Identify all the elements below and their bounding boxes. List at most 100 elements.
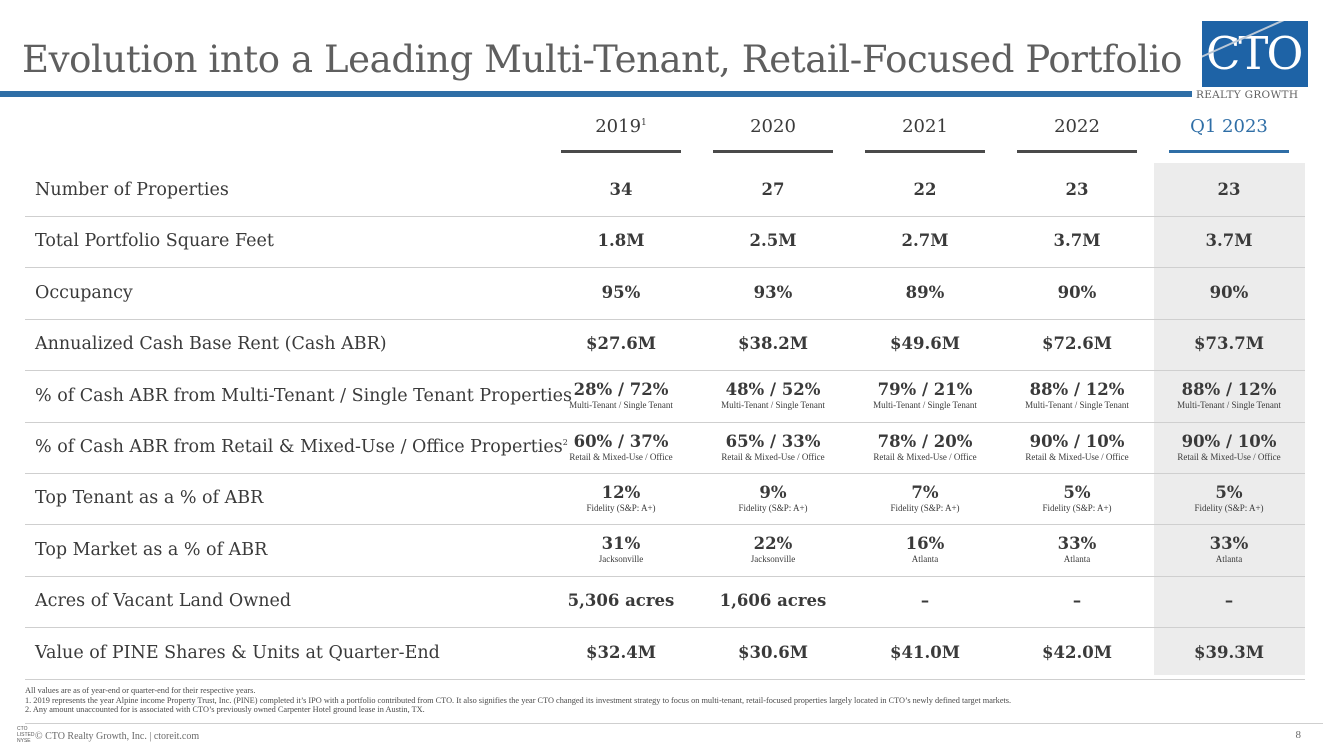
column-header-label: Q1 2023: [1190, 116, 1268, 137]
table-cell: $49.6M: [850, 318, 1000, 370]
table-cell: 7% Fidelity (S&P: A+): [850, 472, 1000, 524]
cell-subtext: Retail & Mixed-Use / Office: [569, 451, 673, 462]
table-cell: $39.3M: [1154, 627, 1304, 679]
table-cell: $38.2M: [698, 318, 848, 370]
table-cell: 93%: [698, 267, 848, 319]
cell-value: 5,306 acres: [567, 591, 675, 611]
table-row: Occupancy 95% 93% 89% 90% 90%: [25, 267, 1305, 320]
row-label: % of Cash ABR from Multi-Tenant / Single…: [35, 370, 572, 422]
cell-value: 90% / 10%: [1029, 431, 1125, 451]
footer-copyright: © CTO Realty Growth, Inc. | ctoreit.com: [35, 731, 200, 742]
table-cell: –: [1002, 575, 1152, 627]
cell-value: $32.4M: [586, 642, 656, 662]
table-cell: 3.7M: [1154, 215, 1304, 267]
cell-value: 12%: [601, 482, 641, 502]
table-cell: 2.7M: [850, 215, 1000, 267]
table-row: Acres of Vacant Land Owned 5,306 acres 1,6…: [25, 575, 1305, 629]
logo-box: CTO: [1202, 21, 1308, 87]
cell-value: $42.0M: [1042, 642, 1112, 662]
column-header-underline: [865, 150, 985, 153]
cell-subtext: Multi-Tenant / Single Tenant: [569, 400, 673, 411]
table-row: Annualized Cash Base Rent (Cash ABR) $27.…: [25, 318, 1305, 372]
row-label-text: Top Market as a % of ABR: [35, 539, 268, 560]
cell-value: 95%: [601, 282, 641, 302]
cell-value: $73.7M: [1194, 334, 1264, 354]
row-label: Value of PINE Shares & Units at Quarter-…: [35, 627, 440, 679]
row-label: Total Portfolio Square Feet: [35, 215, 274, 267]
row-label-text: Value of PINE Shares & Units at Quarter-…: [35, 642, 440, 663]
cell-value: 90%: [1209, 282, 1249, 302]
table-cell: 89%: [850, 267, 1000, 319]
current-period-highlight: [1154, 163, 1305, 675]
table-cell: 22: [850, 164, 1000, 216]
table-cell: 1.8M: [546, 215, 696, 267]
table-cell: $73.7M: [1154, 318, 1304, 370]
column-header-label: 2020: [750, 116, 796, 137]
cell-subtext: Retail & Mixed-Use / Office: [873, 451, 977, 462]
table-row: % of Cash ABR from Multi-Tenant / Single…: [25, 370, 1305, 423]
cell-subtext: Retail & Mixed-Use / Office: [1177, 451, 1281, 462]
cell-value: 22: [913, 180, 937, 199]
table-cell: $27.6M: [546, 318, 696, 370]
cell-value: 2.5M: [749, 231, 797, 251]
row-label: Annualized Cash Base Rent (Cash ABR): [35, 318, 387, 370]
cell-value: 5%: [1063, 482, 1091, 502]
row-label-text: % of Cash ABR from Multi-Tenant / Single…: [35, 385, 572, 406]
cell-subtext: Fidelity (S&P: A+): [586, 502, 656, 513]
cell-subtext: Multi-Tenant / Single Tenant: [1025, 400, 1129, 411]
table-cell: $41.0M: [850, 627, 1000, 679]
cell-subtext: Fidelity (S&P: A+): [738, 502, 808, 513]
column-header: Q1 2023: [1169, 116, 1289, 137]
cell-value: $27.6M: [586, 334, 656, 354]
cell-subtext: Atlanta: [1215, 554, 1243, 565]
title-underline: [0, 91, 1192, 97]
cell-value: 23: [1217, 180, 1241, 199]
cell-value: 78% / 20%: [877, 431, 973, 451]
table-cell: 79% / 21% Multi-Tenant / Single Tenant: [850, 370, 1000, 422]
cell-value: 79% / 21%: [877, 380, 973, 400]
cell-value: 9%: [759, 482, 787, 502]
footer-logo-line: LISTED: [17, 732, 35, 738]
table-cell: 31% Jacksonville: [546, 524, 696, 576]
logo-mark: CTO: [1206, 27, 1303, 80]
cell-value: 27: [761, 180, 785, 199]
column-header-label: 2019: [595, 116, 642, 137]
table-cell: 28% / 72% Multi-Tenant / Single Tenant: [546, 370, 696, 422]
cell-value: 1.8M: [597, 231, 645, 251]
column-header: 20191: [561, 116, 681, 137]
footer-logo-line: CTO: [17, 726, 28, 732]
cell-value: $39.3M: [1194, 642, 1264, 662]
cell-value: $38.2M: [738, 334, 808, 354]
row-label-text: Annualized Cash Base Rent (Cash ABR): [35, 334, 387, 355]
row-label: Acres of Vacant Land Owned: [35, 575, 291, 627]
table-cell: 90% / 10% Retail & Mixed-Use / Office: [1154, 421, 1304, 473]
cell-value: –: [1224, 591, 1234, 611]
column-header: 2020: [713, 116, 833, 137]
cell-subtext: Atlanta: [911, 554, 939, 565]
column-header: 2022: [1017, 116, 1137, 137]
cell-subtext: Retail & Mixed-Use / Office: [721, 451, 825, 462]
column-header-underline: [713, 150, 833, 153]
slide-title: Evolution into a Leading Multi-Tenant, R…: [22, 38, 1182, 81]
table-row: Number of Properties 34 27 22 23 23: [25, 164, 1305, 217]
cell-value: –: [920, 591, 930, 611]
table-cell: $42.0M: [1002, 627, 1152, 679]
table-cell: 88% / 12% Multi-Tenant / Single Tenant: [1002, 370, 1152, 422]
column-header-label: 2021: [902, 116, 948, 137]
table-cell: 65% / 33% Retail & Mixed-Use / Office: [698, 421, 848, 473]
table-cell: 16% Atlanta: [850, 524, 1000, 576]
cell-value: 88% / 12%: [1029, 380, 1125, 400]
cell-subtext: Multi-Tenant / Single Tenant: [721, 400, 825, 411]
footer-logo-line: NYSE: [17, 738, 31, 744]
page-number: 8: [1295, 729, 1302, 741]
cell-value: 34: [609, 180, 633, 199]
table-cell: 48% / 52% Multi-Tenant / Single Tenant: [698, 370, 848, 422]
cell-value: 2.7M: [901, 231, 949, 251]
cell-value: 48% / 52%: [725, 380, 821, 400]
cell-subtext: Multi-Tenant / Single Tenant: [873, 400, 977, 411]
cell-value: 88% / 12%: [1181, 380, 1277, 400]
cell-value: 60% / 37%: [573, 431, 669, 451]
table-cell: 34: [546, 164, 696, 216]
footnote-marker: 2: [562, 438, 568, 448]
cell-subtext: Jacksonville: [750, 554, 796, 565]
